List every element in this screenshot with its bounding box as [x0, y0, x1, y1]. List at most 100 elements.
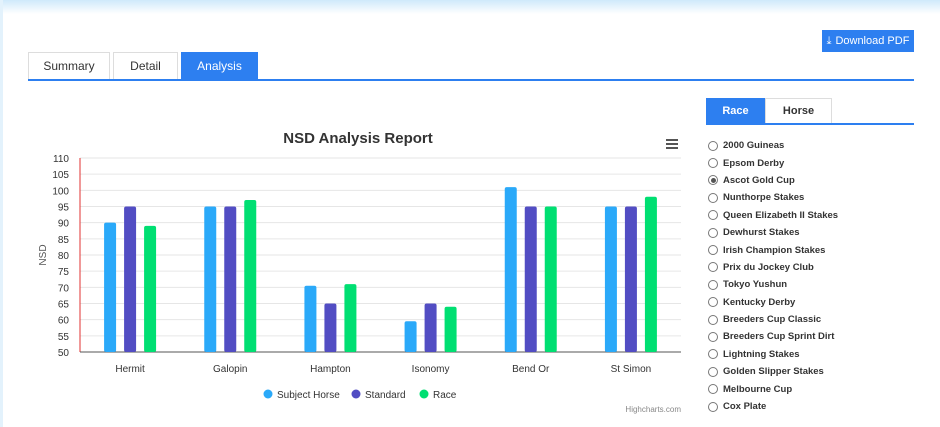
- y-tick-label: 65: [58, 300, 70, 311]
- y-tick-label: 70: [58, 283, 70, 294]
- race-label: Breeders Cup Classic: [723, 314, 822, 326]
- tab-detail[interactable]: Detail: [113, 52, 178, 79]
- radio-button[interactable]: [708, 192, 718, 203]
- race-label: Golden Slipper Stakes: [723, 366, 824, 378]
- race-label: Nunthorpe Stakes: [723, 192, 805, 204]
- legend-item[interactable]: Standard: [351, 389, 406, 402]
- x-tick-label: Hermit: [115, 364, 145, 375]
- radio-button[interactable]: [708, 140, 718, 151]
- download-pdf-button[interactable]: ⤓ Download PDF: [822, 30, 914, 52]
- legend-label: Standard: [365, 390, 406, 401]
- race-radio-item[interactable]: Tokyo Yushun: [708, 276, 838, 293]
- download-icon: ⤓: [826, 34, 832, 47]
- race-radio-item[interactable]: Dewhurst Stakes: [708, 224, 838, 241]
- y-tick-label: 75: [58, 267, 70, 278]
- radio-button[interactable]: [708, 262, 718, 273]
- x-tick-label: Bend Or: [512, 364, 550, 375]
- bar-subject-horse[interactable]: [504, 187, 517, 352]
- legend-item[interactable]: Subject Horse: [263, 389, 341, 402]
- y-tick-label: 105: [52, 170, 69, 181]
- bar-standard[interactable]: [224, 206, 237, 353]
- side-tabs-underline: [706, 123, 914, 125]
- tabs-underline: [28, 79, 914, 81]
- bar-subject-horse[interactable]: [204, 206, 217, 353]
- bar-standard[interactable]: [624, 206, 637, 353]
- radio-button[interactable]: [708, 245, 718, 256]
- legend-label: Subject Horse: [277, 390, 340, 401]
- race-radio-item[interactable]: Kentucky Derby: [708, 294, 838, 311]
- highcharts-credit[interactable]: Highcharts.com: [625, 405, 681, 414]
- race-radio-item[interactable]: Breeders Cup Classic: [708, 311, 838, 328]
- race-label: Irish Champion Stakes: [723, 244, 826, 256]
- legend-label: Race: [433, 390, 457, 401]
- race-label: Queen Elizabeth II Stakes: [723, 209, 839, 221]
- race-radio-item[interactable]: Prix du Jockey Club: [708, 259, 838, 276]
- bar-subject-horse[interactable]: [604, 206, 617, 353]
- y-tick-label: 55: [58, 332, 70, 343]
- bar-subject-horse[interactable]: [304, 285, 317, 352]
- radio-button[interactable]: [708, 384, 718, 395]
- race-radio-item[interactable]: Golden Slipper Stakes: [708, 363, 838, 380]
- radio-button[interactable]: [708, 401, 718, 412]
- race-label: Prix du Jockey Club: [723, 261, 814, 273]
- legend-marker: [263, 389, 273, 399]
- bar-race[interactable]: [444, 306, 457, 352]
- y-tick-label: 50: [58, 348, 70, 359]
- tab-horse[interactable]: Horse: [765, 98, 832, 124]
- race-label: Ascot Gold Cup: [723, 174, 795, 186]
- bar-standard[interactable]: [424, 303, 437, 353]
- race-radio-item[interactable]: Queen Elizabeth II Stakes: [708, 207, 838, 224]
- tab-analysis[interactable]: Analysis: [181, 52, 258, 79]
- tab-race[interactable]: Race: [706, 98, 765, 124]
- race-radio-item[interactable]: Lightning Stakes: [708, 346, 838, 363]
- radio-button[interactable]: [708, 331, 718, 342]
- bar-subject-horse[interactable]: [404, 321, 417, 352]
- bar-standard[interactable]: [124, 206, 137, 353]
- bar-standard[interactable]: [324, 303, 337, 353]
- bar-race[interactable]: [344, 284, 357, 352]
- race-radio-item[interactable]: Irish Champion Stakes: [708, 241, 838, 258]
- race-label: Cox Plate: [723, 401, 767, 413]
- legend-marker: [351, 389, 361, 399]
- y-tick-label: 90: [58, 219, 70, 230]
- nsd-chart: NSD Analysis Report NSD 50 55 60 65 70 75 80 85…: [38, 130, 681, 414]
- radio-button[interactable]: [708, 366, 718, 377]
- race-radio-item[interactable]: Melbourne Cup: [708, 380, 838, 397]
- main-tabs: Summary Detail Analysis: [28, 52, 258, 79]
- race-radio-item[interactable]: Epsom Derby: [708, 154, 838, 171]
- y-tick-label: 80: [58, 251, 70, 262]
- radio-button[interactable]: [708, 349, 718, 360]
- bar-race[interactable]: [244, 200, 257, 352]
- radio-button[interactable]: [708, 175, 718, 186]
- x-tick-label: Isonomy: [412, 364, 450, 375]
- radio-button[interactable]: [708, 210, 718, 221]
- race-label: Kentucky Derby: [723, 296, 796, 308]
- race-radio-list: 2000 Guineas Epsom Derby Ascot Gold Cup Nun…: [708, 137, 838, 415]
- radio-button[interactable]: [708, 279, 718, 290]
- radio-button[interactable]: [708, 227, 718, 238]
- bar-race[interactable]: [644, 196, 657, 352]
- race-radio-item[interactable]: Nunthorpe Stakes: [708, 189, 838, 206]
- bar-race[interactable]: [544, 206, 557, 353]
- race-radio-item[interactable]: Cox Plate: [708, 398, 838, 415]
- race-label: Epsom Derby: [723, 157, 785, 169]
- x-tick-label: St Simon: [611, 364, 652, 375]
- chart-menu-icon[interactable]: [666, 139, 678, 149]
- radio-button[interactable]: [708, 158, 718, 169]
- bar-subject-horse[interactable]: [104, 222, 117, 352]
- race-radio-item[interactable]: Breeders Cup Sprint Dirt: [708, 328, 838, 345]
- race-radio-item[interactable]: 2000 Guineas: [708, 137, 838, 154]
- radio-button[interactable]: [708, 297, 718, 308]
- race-label: Lightning Stakes: [723, 348, 800, 360]
- tab-summary[interactable]: Summary: [28, 52, 110, 79]
- chart-title: NSD Analysis Report: [283, 130, 432, 147]
- x-tick-label: Galopin: [213, 364, 247, 375]
- bar-race[interactable]: [144, 225, 157, 352]
- race-label: Tokyo Yushun: [723, 279, 788, 291]
- radio-button[interactable]: [708, 314, 718, 325]
- race-label: Dewhurst Stakes: [723, 227, 800, 239]
- bar-standard[interactable]: [524, 206, 537, 353]
- y-tick-label: 95: [58, 203, 70, 214]
- race-radio-item[interactable]: Ascot Gold Cup: [708, 172, 838, 189]
- legend-item[interactable]: Race: [419, 389, 457, 402]
